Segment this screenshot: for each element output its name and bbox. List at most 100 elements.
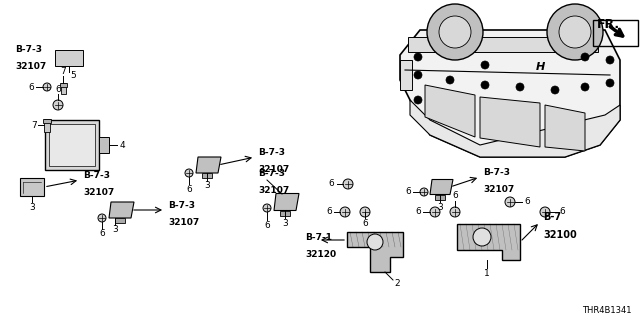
Polygon shape <box>196 157 221 173</box>
Circle shape <box>98 214 106 222</box>
Text: 3: 3 <box>204 181 210 190</box>
Text: 6: 6 <box>415 207 421 217</box>
Circle shape <box>559 16 591 48</box>
Bar <box>55 50 83 66</box>
Text: H: H <box>536 62 545 72</box>
Bar <box>280 211 290 215</box>
Text: B-7-3: B-7-3 <box>168 201 195 210</box>
Text: 32107: 32107 <box>168 218 199 227</box>
Bar <box>43 118 51 123</box>
Text: 6: 6 <box>264 220 270 229</box>
Text: 32107: 32107 <box>15 62 46 71</box>
Circle shape <box>581 83 589 91</box>
Text: B-7-3: B-7-3 <box>258 169 285 178</box>
Text: B-7: B-7 <box>543 212 561 222</box>
Circle shape <box>427 4 483 60</box>
Text: 7: 7 <box>60 67 66 76</box>
Circle shape <box>516 83 524 91</box>
Circle shape <box>53 100 63 110</box>
Circle shape <box>446 76 454 84</box>
Bar <box>20 178 44 196</box>
Text: 32107: 32107 <box>258 186 289 195</box>
Text: 7: 7 <box>31 121 37 130</box>
Text: 6: 6 <box>328 180 334 188</box>
Text: 3: 3 <box>112 226 118 235</box>
Text: B-7-3: B-7-3 <box>483 168 510 177</box>
Polygon shape <box>109 202 134 218</box>
Circle shape <box>414 71 422 79</box>
Circle shape <box>540 207 550 217</box>
Circle shape <box>581 53 589 61</box>
Circle shape <box>340 207 350 217</box>
Text: 32100: 32100 <box>543 230 577 240</box>
Bar <box>45 120 99 170</box>
Polygon shape <box>347 232 403 272</box>
Circle shape <box>547 4 603 60</box>
Text: 6: 6 <box>405 188 411 196</box>
Bar <box>202 173 212 178</box>
Text: 5: 5 <box>70 71 76 81</box>
Text: B-7-1: B-7-1 <box>305 233 332 242</box>
Polygon shape <box>430 180 453 195</box>
Text: 32107: 32107 <box>83 188 115 197</box>
Bar <box>435 195 445 199</box>
Text: 6: 6 <box>186 185 192 194</box>
Bar <box>408 37 598 52</box>
Circle shape <box>606 56 614 64</box>
Circle shape <box>430 207 440 217</box>
Circle shape <box>450 207 460 217</box>
Text: 32107: 32107 <box>483 185 515 194</box>
Bar <box>115 218 125 223</box>
Circle shape <box>606 79 614 87</box>
Text: 6: 6 <box>99 229 105 238</box>
Bar <box>49 124 95 166</box>
Text: FR.: FR. <box>597 19 620 31</box>
Text: B-7-3: B-7-3 <box>15 45 42 54</box>
Bar <box>593 20 638 46</box>
Circle shape <box>185 169 193 177</box>
Text: 6: 6 <box>362 219 368 228</box>
Bar <box>60 83 67 86</box>
Polygon shape <box>410 100 620 157</box>
Text: 6: 6 <box>28 83 34 92</box>
Circle shape <box>414 53 422 61</box>
Circle shape <box>439 16 471 48</box>
Polygon shape <box>274 194 299 211</box>
Bar <box>400 60 412 90</box>
Circle shape <box>420 188 428 196</box>
Text: 6: 6 <box>524 197 530 206</box>
Text: THR4B1341: THR4B1341 <box>582 306 632 315</box>
Polygon shape <box>545 105 585 151</box>
Text: B-7-3: B-7-3 <box>258 148 285 157</box>
Text: 2: 2 <box>394 279 400 289</box>
Circle shape <box>551 86 559 94</box>
Circle shape <box>473 228 491 246</box>
Text: B-7-3: B-7-3 <box>83 171 110 180</box>
Circle shape <box>505 197 515 207</box>
Text: 32107: 32107 <box>258 165 289 174</box>
Circle shape <box>367 234 383 250</box>
Circle shape <box>43 83 51 91</box>
Circle shape <box>481 81 489 89</box>
Text: 1: 1 <box>484 268 490 277</box>
Circle shape <box>481 61 489 69</box>
Bar <box>44 118 50 132</box>
Circle shape <box>360 207 370 217</box>
Text: 6: 6 <box>326 207 332 217</box>
Text: 32120: 32120 <box>305 250 336 259</box>
Text: 6: 6 <box>559 207 565 217</box>
Circle shape <box>343 179 353 189</box>
Text: 6: 6 <box>452 191 458 201</box>
Text: 3: 3 <box>29 203 35 212</box>
Text: 3: 3 <box>282 220 288 228</box>
Circle shape <box>414 96 422 104</box>
Text: 3: 3 <box>437 204 443 212</box>
Circle shape <box>263 204 271 212</box>
Text: 4: 4 <box>119 140 125 149</box>
Bar <box>61 83 65 93</box>
Polygon shape <box>480 97 540 147</box>
Polygon shape <box>425 85 475 137</box>
Bar <box>99 137 109 153</box>
Polygon shape <box>457 224 520 260</box>
Text: 6: 6 <box>55 84 61 93</box>
